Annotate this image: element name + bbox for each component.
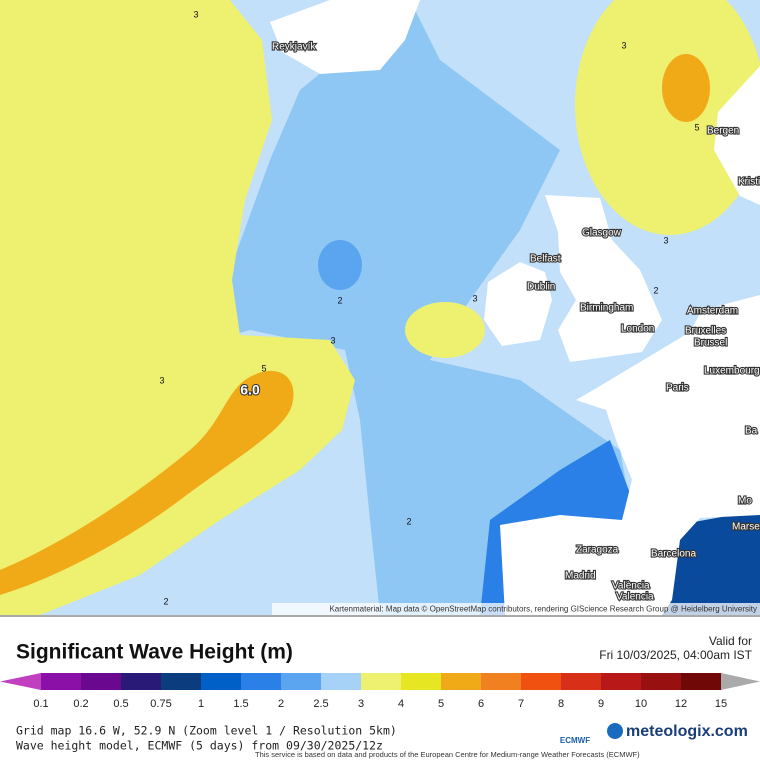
legend-swatch bbox=[641, 673, 682, 690]
city: València bbox=[612, 581, 650, 592]
city: Madrid bbox=[565, 571, 596, 582]
sea-2m bbox=[180, 0, 650, 615]
city: Birmingham bbox=[580, 303, 633, 314]
contour-label: 3 bbox=[159, 375, 164, 385]
legend-swatch bbox=[561, 673, 602, 690]
legend-label: 0.2 bbox=[73, 698, 88, 710]
legend-label: 0.75 bbox=[150, 698, 171, 710]
city: Bergen bbox=[707, 126, 739, 137]
contour-label: 3 bbox=[330, 335, 335, 345]
brand-icon bbox=[607, 723, 623, 739]
legend-label: 0.1 bbox=[33, 698, 48, 710]
legend-swatch bbox=[81, 673, 122, 690]
contour-label: 5 bbox=[694, 122, 699, 132]
legend-label: 5 bbox=[438, 698, 444, 710]
city-labels: Reykjavík Bergen Kristi Glasgow Belfast … bbox=[271, 41, 760, 604]
yellow-ireland bbox=[405, 302, 485, 358]
legend-label: 4 bbox=[398, 698, 404, 710]
legend-label: 2.5 bbox=[313, 698, 328, 710]
city: Kristi bbox=[738, 177, 760, 188]
brand[interactable]: meteologix.com bbox=[626, 723, 748, 740]
legend-label: 15 bbox=[715, 698, 727, 710]
contour-label: 3 bbox=[193, 9, 198, 19]
city: Barcelona bbox=[651, 549, 696, 560]
grid-info: Grid map 16.6 W, 52.9 N (Zoom level 1 / … bbox=[16, 724, 397, 738]
notice: This service is based on data and produc… bbox=[255, 750, 640, 759]
contour-label: 2 bbox=[163, 596, 168, 606]
iceland bbox=[270, 0, 420, 74]
legend-swatch bbox=[241, 673, 282, 690]
legend-swatch bbox=[201, 673, 242, 690]
legend-swatch bbox=[361, 673, 402, 690]
yellow-west bbox=[0, 0, 355, 615]
legend-swatch bbox=[41, 673, 82, 690]
city: Belfast bbox=[530, 254, 561, 265]
contour-label: 5 bbox=[261, 363, 266, 373]
contour-label: 3 bbox=[621, 40, 626, 50]
city: Marse bbox=[732, 522, 760, 533]
legend-swatch bbox=[681, 673, 722, 690]
city: Paris bbox=[666, 383, 689, 394]
legend-swatch bbox=[521, 673, 562, 690]
city: Reykjavík bbox=[272, 42, 316, 53]
legend-swatch bbox=[401, 673, 442, 690]
legend-swatch bbox=[441, 673, 482, 690]
legend-label: 7 bbox=[518, 698, 524, 710]
legend-swatch bbox=[481, 673, 522, 690]
legend-swatch bbox=[321, 673, 362, 690]
city: Brussel bbox=[694, 338, 727, 349]
contour-label: 3 bbox=[472, 293, 477, 303]
yellow-ne bbox=[575, 0, 760, 235]
orange-ne bbox=[662, 54, 710, 122]
ireland bbox=[484, 262, 552, 346]
orange-west bbox=[0, 370, 294, 595]
legend-swatch bbox=[281, 673, 322, 690]
contour-label: 3 bbox=[663, 235, 668, 245]
great-britain bbox=[545, 195, 662, 362]
color-legend: 0.1 0.2 0.5 0.75 1 1.5 2 2.5 3 4 5 6 7 8 9 10 12 15 bbox=[0, 673, 760, 710]
max-label: 6.0 bbox=[240, 382, 260, 398]
city: Amsterdam bbox=[687, 306, 738, 317]
attribution: Kartenmaterial: Map data © OpenStreetMap… bbox=[329, 605, 757, 614]
legend-label: 1 bbox=[198, 698, 204, 710]
city: Ba bbox=[745, 426, 758, 437]
legend-swatch bbox=[161, 673, 202, 690]
legend-label: 12 bbox=[675, 698, 687, 710]
continent bbox=[500, 295, 760, 615]
city: Luxembourg bbox=[704, 366, 760, 377]
attribution-bg bbox=[272, 603, 760, 615]
city: Valencia bbox=[616, 592, 654, 603]
title: Significant Wave Height (m) bbox=[16, 641, 293, 664]
city: Zaragoza bbox=[576, 545, 619, 556]
legend-label: 10 bbox=[635, 698, 647, 710]
ecmwf-logo: ECMWF bbox=[560, 736, 590, 745]
city: London bbox=[621, 324, 654, 335]
legend-label: 2 bbox=[278, 698, 284, 710]
city: Bruxelles bbox=[685, 326, 726, 337]
valid-time: Fri 10/03/2025, 04:00am IST bbox=[599, 648, 752, 662]
legend-label: 6 bbox=[478, 698, 484, 710]
legend-label: 1.5 bbox=[233, 698, 248, 710]
contour-labels: 3 3 3 3 3 3 5 5 2 2 2 2 6.0 bbox=[159, 9, 699, 606]
sea-1.5m bbox=[318, 240, 362, 290]
contour-label: 2 bbox=[653, 285, 658, 295]
legend-label: 0.5 bbox=[113, 698, 128, 710]
map: Reykjavík Bergen Kristi Glasgow Belfast … bbox=[0, 0, 760, 615]
city: Dublin bbox=[527, 282, 555, 293]
valid-label: Valid for bbox=[709, 634, 752, 648]
contour-label: 2 bbox=[406, 516, 411, 526]
under-arrow bbox=[0, 673, 41, 690]
legend-label: 9 bbox=[598, 698, 604, 710]
over-arrow bbox=[721, 673, 760, 690]
model-info: Wave height model, ECMWF (5 days) from 0… bbox=[16, 739, 383, 753]
legend-swatch bbox=[121, 673, 162, 690]
contour-label: 2 bbox=[337, 295, 342, 305]
city: Glasgow bbox=[582, 228, 622, 239]
legend-swatch bbox=[601, 673, 642, 690]
legend-label: 8 bbox=[558, 698, 564, 710]
norway bbox=[714, 66, 760, 205]
legend-label: 3 bbox=[358, 698, 364, 710]
city: Mo bbox=[738, 496, 752, 507]
